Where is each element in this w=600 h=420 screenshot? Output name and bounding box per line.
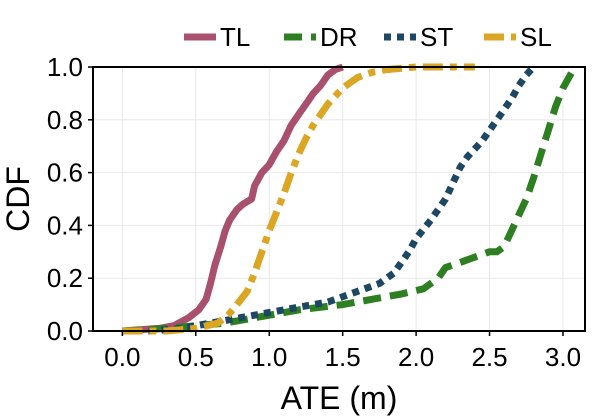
legend-label-st: ST	[420, 22, 453, 52]
y-tick-label: 0.4	[47, 210, 83, 240]
series-line-sl	[122, 63, 475, 335]
y-tick-label: 0.0	[47, 316, 83, 346]
legend: TL DR ST SL	[184, 22, 552, 52]
grid	[93, 66, 585, 332]
x-tick-label: 0.0	[104, 342, 140, 372]
plot-frame	[92, 66, 586, 332]
y-axis-title: CDF	[0, 166, 36, 232]
legend-label-tl: TL	[220, 22, 250, 52]
y-tick-label: 0.8	[47, 105, 83, 135]
x-tick-label: 1.5	[325, 342, 361, 372]
x-tick-label: 0.5	[178, 342, 214, 372]
x-tick-label: 3.0	[545, 342, 581, 372]
x-tick-label: 2.5	[471, 342, 507, 372]
plot-lines	[122, 63, 578, 335]
y-tick-label: 0.2	[47, 263, 83, 293]
series-line-tl	[122, 63, 344, 335]
x-axis-title: ATE (m)	[281, 380, 398, 416]
y-tick-label: 0.6	[47, 158, 83, 188]
legend-label-dr: DR	[320, 22, 358, 52]
y-axis-ticks: 0.0 0.2 0.4 0.6 0.8 1.0	[47, 52, 93, 346]
series-line-st	[122, 64, 537, 335]
x-tick-label: 2.0	[398, 342, 434, 372]
legend-label-sl: SL	[520, 22, 552, 52]
y-tick-label: 1.0	[47, 52, 83, 82]
x-axis-ticks: 0.0 0.5 1.0 1.5 2.0 2.5 3.0	[104, 331, 581, 372]
x-tick-label: 1.0	[251, 342, 287, 372]
